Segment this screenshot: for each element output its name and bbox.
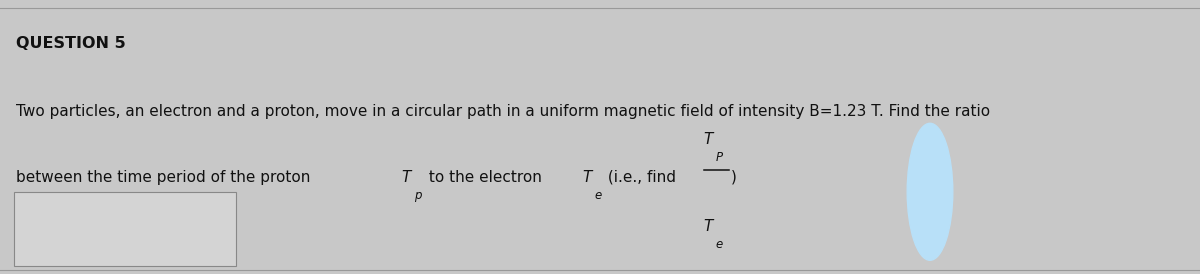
- Text: T: T: [402, 170, 412, 185]
- Text: P: P: [716, 151, 724, 164]
- Text: ): ): [731, 170, 737, 185]
- Ellipse shape: [907, 123, 953, 260]
- Text: between the time period of the proton: between the time period of the proton: [16, 170, 314, 185]
- Text: p: p: [414, 189, 421, 202]
- Text: QUESTION 5: QUESTION 5: [16, 36, 125, 51]
- Text: Two particles, an electron and a proton, move in a circular path in a uniform ma: Two particles, an electron and a proton,…: [16, 104, 990, 119]
- Text: (i.e., find: (i.e., find: [604, 170, 682, 185]
- Text: T: T: [704, 219, 713, 234]
- Bar: [14, 192, 236, 266]
- Text: to the electron: to the electron: [424, 170, 546, 185]
- Text: T: T: [704, 132, 713, 147]
- Text: T: T: [582, 170, 592, 185]
- Text: e: e: [716, 238, 724, 251]
- Text: e: e: [594, 189, 601, 202]
